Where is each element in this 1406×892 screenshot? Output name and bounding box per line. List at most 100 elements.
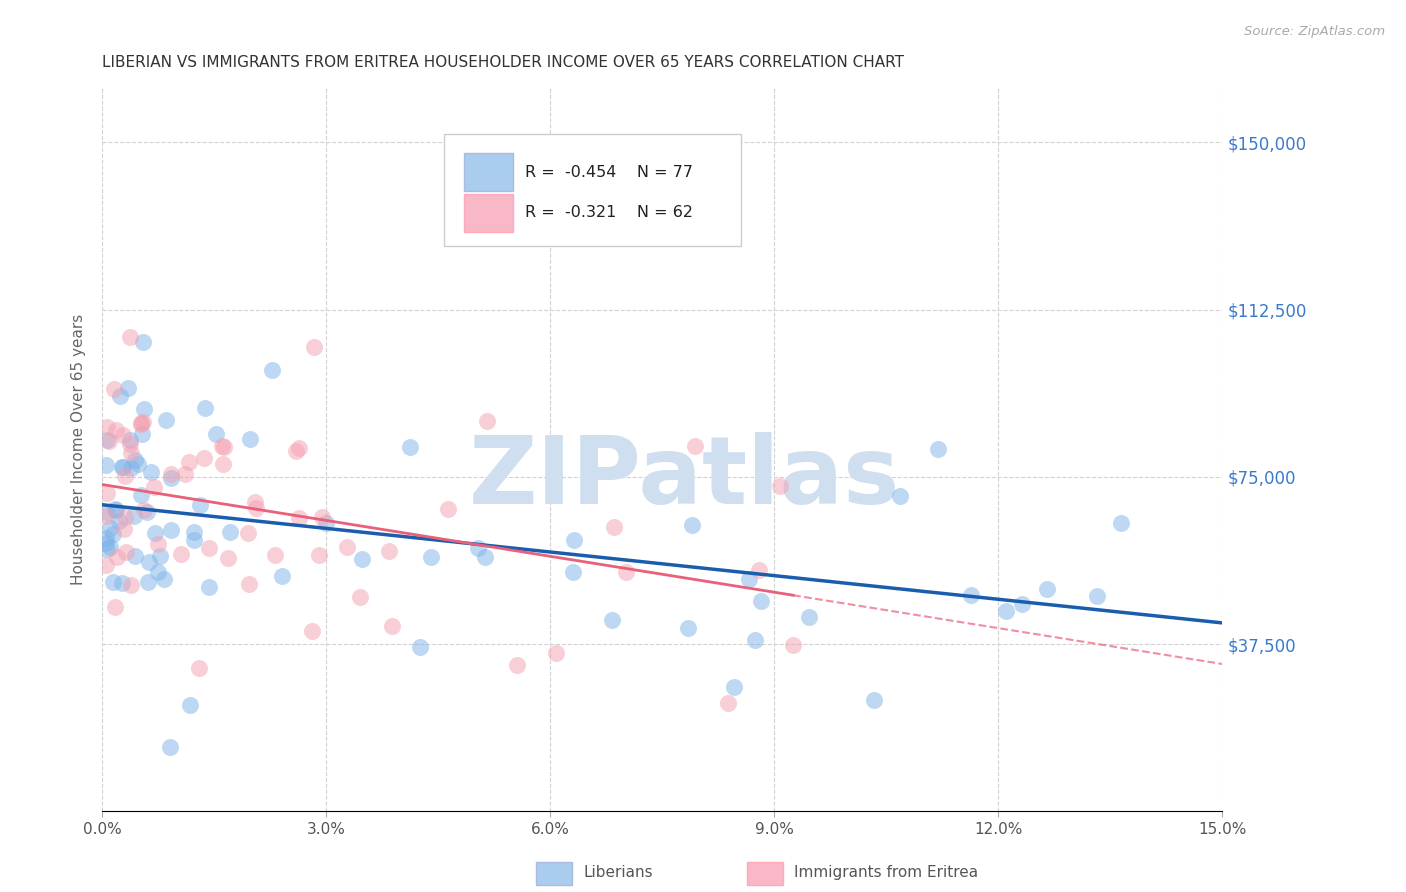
Immigrants from Eritrea [217,551,239,566]
Immigrants from Eritrea [131,415,153,429]
Liberians [160,470,183,484]
Immigrants from Eritrea [97,434,120,448]
Liberians [96,541,118,556]
Liberians [149,549,172,564]
Immigrants from Eritrea [288,442,311,456]
Immigrants from Eritrea [782,638,804,652]
Immigrants from Eritrea [94,509,117,524]
Liberians [112,459,135,474]
Liberians [98,521,121,535]
Text: ZIPatlas: ZIPatlas [470,432,900,524]
Immigrants from Eritrea [114,544,136,558]
Immigrants from Eritrea [308,548,330,562]
Text: Source: ZipAtlas.com: Source: ZipAtlas.com [1244,25,1385,38]
Liberians [111,576,134,591]
Immigrants from Eritrea [717,696,740,710]
Immigrants from Eritrea [96,486,118,500]
Immigrants from Eritrea [238,577,260,591]
Liberians [927,442,949,457]
Immigrants from Eritrea [336,540,359,554]
Immigrants from Eritrea [188,661,211,675]
Liberians [681,517,703,532]
Liberians [219,525,242,540]
Liberians [101,574,124,589]
Liberians [94,505,117,519]
Liberians [1085,589,1108,603]
Immigrants from Eritrea [114,510,136,524]
Liberians [190,498,212,512]
Liberians [129,488,152,502]
Liberians [260,363,283,377]
Immigrants from Eritrea [546,646,568,660]
Liberians [138,574,160,589]
Immigrants from Eritrea [211,438,233,452]
Immigrants from Eritrea [105,423,128,437]
Liberians [198,580,221,594]
Liberians [315,516,337,530]
Liberians [420,549,443,564]
Liberians [153,572,176,586]
Immigrants from Eritrea [683,439,706,453]
Liberians [148,565,170,579]
Liberians [863,693,886,707]
Immigrants from Eritrea [769,478,792,492]
Immigrants from Eritrea [131,416,153,430]
Liberians [104,503,127,517]
Liberians [120,460,142,475]
Liberians [131,427,153,442]
Liberians [159,739,181,754]
Immigrants from Eritrea [112,522,135,536]
Liberians [600,613,623,627]
Liberians [960,588,983,602]
Liberians [889,489,911,503]
Liberians [1036,582,1059,596]
Immigrants from Eritrea [288,510,311,524]
Liberians [132,401,155,416]
Immigrants from Eritrea [311,510,333,524]
Liberians [135,505,157,519]
Immigrants from Eritrea [477,414,499,428]
Liberians [98,541,121,555]
Liberians [797,609,820,624]
Immigrants from Eritrea [120,437,142,451]
Text: R =  -0.321    N = 62: R = -0.321 N = 62 [524,205,693,220]
Y-axis label: Householder Income Over 65 years: Householder Income Over 65 years [72,313,86,584]
Text: R =  -0.454    N = 77: R = -0.454 N = 77 [524,165,693,179]
Liberians [183,525,205,540]
Immigrants from Eritrea [214,440,236,454]
Immigrants from Eritrea [112,428,135,442]
Liberians [738,572,761,586]
Liberians [96,535,118,549]
Liberians [124,453,146,467]
Immigrants from Eritrea [134,503,156,517]
Immigrants from Eritrea [103,382,125,396]
Immigrants from Eritrea [381,619,404,633]
Immigrants from Eritrea [349,590,371,604]
Immigrants from Eritrea [104,599,127,614]
Immigrants from Eritrea [211,457,233,471]
Liberians [127,457,149,471]
Liberians [124,549,146,564]
Liberians [94,458,117,472]
Liberians [155,412,177,426]
Immigrants from Eritrea [177,454,200,468]
Liberians [94,532,117,546]
Immigrants from Eritrea [245,500,267,515]
Immigrants from Eritrea [120,330,142,344]
Immigrants from Eritrea [105,550,128,565]
Liberians [352,552,374,566]
Liberians [108,388,131,402]
Immigrants from Eritrea [506,658,529,673]
Liberians [562,565,585,579]
Immigrants from Eritrea [437,501,460,516]
Liberians [139,465,162,479]
Immigrants from Eritrea [603,519,626,533]
Immigrants from Eritrea [748,563,770,577]
Liberians [143,525,166,540]
Immigrants from Eritrea [197,541,219,555]
Liberians [122,509,145,524]
Liberians [132,334,155,349]
Liberians [271,568,294,582]
Immigrants from Eritrea [173,467,195,482]
Immigrants from Eritrea [285,443,308,458]
